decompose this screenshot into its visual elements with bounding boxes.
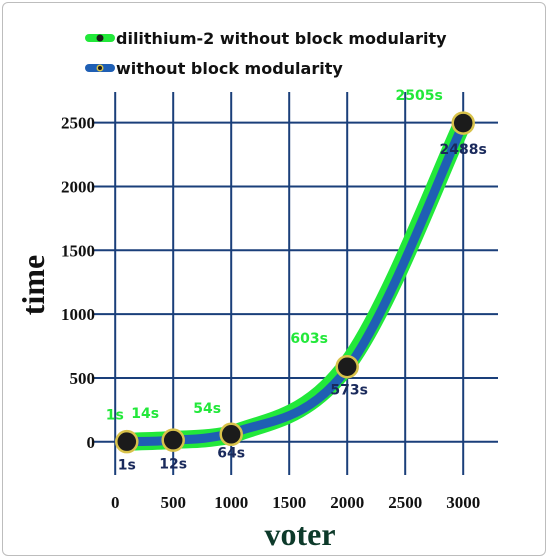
- y-tick-label-2: 1000: [61, 305, 95, 324]
- data-label-s0-0: 1s: [106, 408, 124, 424]
- data-marker-1: [161, 428, 185, 452]
- x-tick-labels: 0 500 1000 1500 2000 2500 3000: [111, 493, 480, 512]
- x-tick-label-1: 500: [160, 493, 186, 512]
- data-markers: [115, 111, 475, 454]
- data-label-s0-3: 603s: [290, 331, 328, 347]
- data-label-s0-4: 2505s: [396, 88, 443, 104]
- series-line-0: [117, 113, 473, 451]
- y-tick-label-1: 500: [70, 369, 96, 388]
- x-tick-label-3: 1500: [272, 493, 306, 512]
- data-marker-4: [451, 111, 475, 135]
- legend-marker-2-core: [98, 66, 102, 70]
- x-tick-label-5: 2500: [388, 493, 422, 512]
- data-label-s1-3: 573s: [330, 383, 368, 399]
- x-tick-label-6: 3000: [446, 493, 480, 512]
- legend-label-1: dilithium-2 without block modularity: [116, 29, 447, 48]
- x-axis-title: voter: [264, 516, 335, 552]
- y-tick-label-0: 0: [87, 433, 96, 452]
- data-label-s1-4: 2488s: [440, 142, 487, 158]
- chart-frame: [2, 2, 546, 556]
- data-marker-3: [335, 354, 359, 379]
- legend-label-2: without block modularity: [116, 59, 343, 78]
- y-tick-label-4: 2000: [61, 177, 95, 196]
- series-lines: [117, 113, 473, 451]
- data-label-s0-1: 14s: [131, 406, 159, 422]
- data-label-s0-2: 54s: [193, 401, 221, 417]
- data-marker-0: [115, 429, 139, 454]
- x-tick-label-0: 0: [111, 493, 120, 512]
- y-tick-label-5: 2500: [61, 114, 95, 133]
- legend-marker-1: [96, 34, 104, 42]
- x-tick-label-4: 2000: [330, 493, 364, 512]
- data-label-s1-0: 1s: [118, 458, 136, 474]
- y-axis-title: time: [15, 255, 51, 315]
- data-label-s1-2: 64s: [217, 446, 245, 462]
- y-tick-label-3: 1500: [61, 241, 95, 260]
- data-marker-2: [219, 422, 243, 447]
- legend-entry-1: dilithium-2 without block modularity: [85, 29, 447, 48]
- data-label-s1-1: 12s: [159, 456, 187, 472]
- y-tick-labels: 0 500 1000 1500 2000 2500: [61, 114, 95, 452]
- x-tick-label-2: 1000: [214, 493, 248, 512]
- series-line-1: [122, 119, 468, 447]
- data-labels: 1s 1s 14s 12s 54s 64s 603s 573s 2505s 2488s: [106, 88, 487, 474]
- legend-entry-2: without block modularity: [85, 59, 343, 78]
- legend: dilithium-2 without block modularity wit…: [85, 29, 447, 78]
